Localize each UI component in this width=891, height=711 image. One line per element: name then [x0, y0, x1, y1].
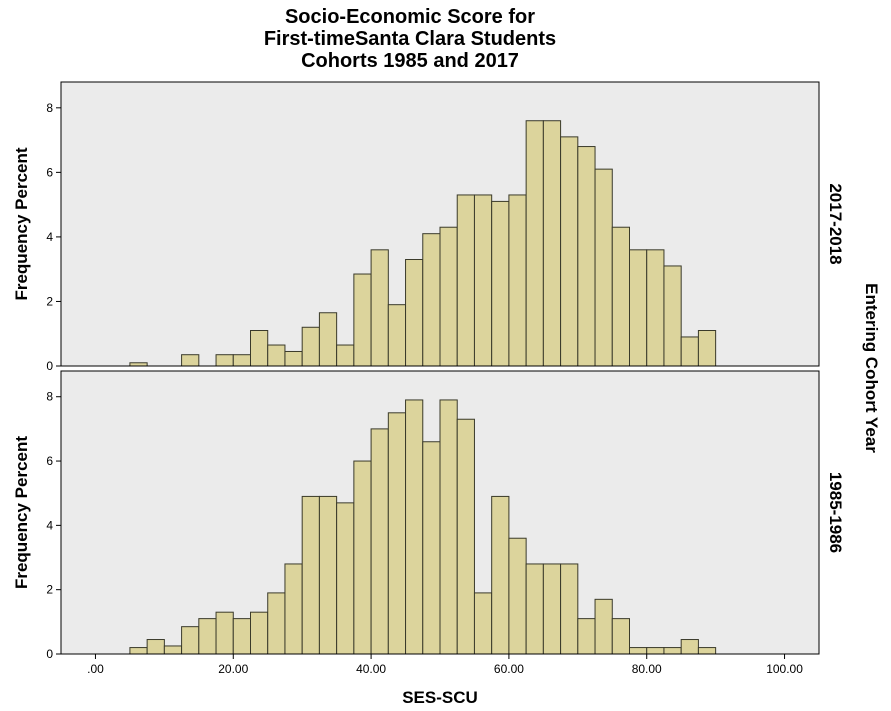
chart-title-line-2: First-timeSanta Clara Students [263, 28, 557, 50]
histogram-bar-2017-2018-23 [577, 146, 596, 367]
facet-label-1985-1986: 1985-1986 [826, 472, 845, 553]
histogram-bar-1985-1986-22 [508, 537, 527, 655]
y-tick-label-1985-1986-2: 2 [46, 583, 53, 597]
y-tick-label-2017-2018-2: 2 [46, 294, 53, 308]
histogram-bar-2017-2018-14 [422, 233, 441, 367]
histogram-bar-2017-2018-18 [491, 200, 510, 367]
histogram-bar-1985-1986-11 [318, 495, 338, 655]
panel-frame-1985-1986 [60, 370, 820, 655]
histogram-bar-1985-1986-31 [663, 647, 682, 655]
histogram-bar-2017-2018-24 [594, 168, 613, 367]
histogram-bar-2017-2018-1 [181, 354, 200, 367]
histogram-bar-2017-2018-2 [215, 354, 234, 367]
y-tick-label-2017-2018-8: 8 [46, 101, 53, 115]
histogram-bar-1985-1986-10 [301, 495, 320, 655]
histogram-bar-1985-1986-9 [284, 563, 303, 655]
histogram-bar-1985-1986-13 [353, 460, 372, 655]
histogram-bar-2017-2018-22 [560, 136, 579, 367]
histogram-bar-2017-2018-4 [250, 330, 269, 367]
y-tick-label-1985-1986-8: 8 [46, 390, 53, 404]
histogram-bar-1985-1986-23 [525, 563, 544, 655]
histogram-bar-1985-1986-26 [577, 618, 596, 655]
histogram-bar-2017-2018-5 [267, 344, 286, 367]
x-tick-label-20: 20.00 [218, 662, 248, 676]
x-tick-label-80: 80.00 [632, 662, 662, 676]
facet-label-2017-2018: 2017-2018 [826, 183, 845, 264]
x-tick-label-100: 100.00 [766, 662, 803, 676]
x-tick-label-40: 40.00 [356, 662, 386, 676]
histogram-bar-1985-1986-27 [594, 598, 613, 655]
histogram-bar-2017-2018-28 [663, 265, 682, 367]
histogram-bar-2017-2018-11 [370, 249, 389, 367]
panel-frame-2017-2018 [60, 81, 820, 367]
histogram-bar-2017-2018-25 [611, 226, 630, 367]
histogram-bar-2017-2018-26 [629, 249, 648, 367]
histogram-bar-1985-1986-7 [250, 611, 269, 655]
histogram-bar-1985-1986-15 [387, 412, 407, 655]
histogram-bar-2017-2018-15 [439, 226, 458, 367]
histogram-bar-2017-2018-6 [284, 350, 303, 367]
histogram-bar-1985-1986-28 [611, 618, 630, 655]
histogram-bar-2017-2018-30 [697, 330, 717, 367]
y-tick-label-2017-2018-0: 0 [46, 359, 53, 373]
histogram-bar-1985-1986-4 [198, 618, 217, 655]
histogram-bar-1985-1986-33 [697, 647, 717, 655]
histogram-bar-2017-2018-12 [387, 304, 407, 367]
histogram-bar-1985-1986-17 [422, 441, 441, 655]
histogram-bar-2017-2018-19 [508, 194, 527, 367]
histogram-bar-1985-1986-32 [680, 639, 699, 655]
histogram-bar-1985-1986-30 [646, 647, 665, 655]
histogram-bar-1985-1986-5 [215, 611, 234, 655]
histogram-bar-2017-2018-13 [405, 259, 424, 367]
histogram-bar-1985-1986-2 [163, 645, 183, 655]
y-axis-title-2017-2018: Frequency Percent [12, 147, 31, 300]
histogram-bar-2017-2018-7 [301, 326, 320, 367]
histogram-bar-1985-1986-8 [267, 592, 286, 655]
histogram-bar-1985-1986-25 [560, 563, 579, 655]
x-tick-label-60: 60.00 [494, 662, 524, 676]
y-tick-label-1985-1986-4: 4 [46, 518, 53, 532]
y-tick-label-1985-1986-0: 0 [46, 647, 53, 661]
histogram-bar-1985-1986-24 [542, 563, 562, 655]
histogram-bar-2017-2018-29 [680, 336, 699, 367]
histogram-bar-1985-1986-3 [181, 626, 200, 655]
histogram-bar-2017-2018-8 [318, 312, 338, 367]
histogram-bar-1985-1986-19 [456, 418, 475, 655]
histogram-bar-1985-1986-18 [439, 399, 458, 655]
histogram-bar-1985-1986-16 [405, 399, 424, 655]
histogram-bar-1985-1986-14 [370, 428, 389, 655]
x-tick-label-0: .00 [87, 662, 104, 676]
chart-title-line-1: Socio-Economic Score for [284, 6, 536, 28]
histogram-bar-1985-1986-12 [336, 502, 355, 655]
histogram-bar-2017-2018-27 [646, 249, 665, 367]
histogram-bar-1985-1986-29 [629, 647, 648, 655]
facet-title: Entering Cohort Year [862, 283, 881, 453]
histogram-bar-1985-1986-1 [146, 639, 165, 655]
histogram-bar-2017-2018-20 [525, 120, 544, 367]
histogram-bar-2017-2018-17 [473, 194, 493, 367]
y-tick-label-2017-2018-4: 4 [46, 230, 53, 244]
histogram-bar-2017-2018-9 [336, 344, 355, 367]
histogram-bar-2017-2018-16 [456, 194, 475, 367]
histogram-bar-1985-1986-0 [129, 647, 148, 655]
y-tick-label-1985-1986-6: 6 [46, 454, 53, 468]
x-axis-title: SES-SCU [402, 688, 478, 707]
y-axis-title-1985-1986: Frequency Percent [12, 436, 31, 589]
histogram-bar-2017-2018-10 [353, 273, 372, 367]
histogram-bar-1985-1986-6 [232, 618, 251, 655]
histogram-bar-2017-2018-3 [232, 354, 251, 367]
histogram-bar-1985-1986-21 [491, 495, 510, 655]
chart-title-line-3: Cohorts 1985 and 2017 [301, 50, 519, 72]
histogram-bar-1985-1986-20 [473, 592, 493, 655]
y-tick-label-2017-2018-6: 6 [46, 165, 53, 179]
histogram-bar-2017-2018-21 [542, 120, 562, 367]
